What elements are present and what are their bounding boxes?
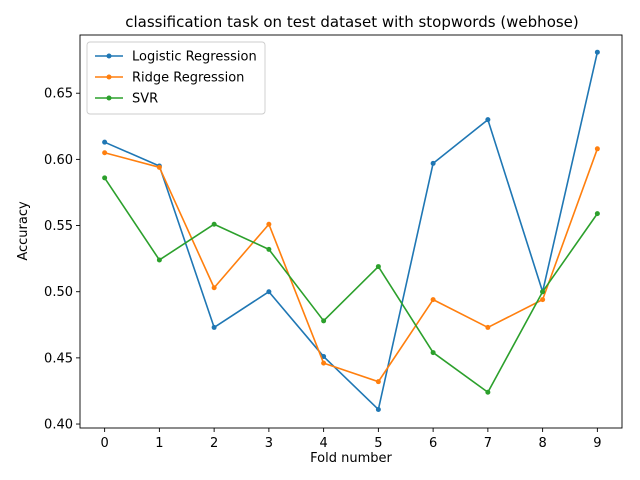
data-point xyxy=(102,150,108,156)
data-point xyxy=(375,406,381,412)
y-tick-label: 0.40 xyxy=(44,418,73,433)
legend-marker xyxy=(106,74,112,80)
x-tick-label: 0 xyxy=(100,436,108,451)
data-point xyxy=(102,175,108,181)
data-point xyxy=(321,354,327,360)
series-svr xyxy=(102,175,600,395)
x-tick-label: 1 xyxy=(155,436,163,451)
data-point xyxy=(375,264,381,270)
legend-marker xyxy=(106,95,112,101)
x-axis-ticks: 0 1 2 3 4 5 6 7 8 9 xyxy=(100,428,602,451)
series-layer xyxy=(102,49,600,412)
series-line xyxy=(104,148,599,383)
x-tick-label: 9 xyxy=(593,436,601,451)
data-point xyxy=(211,285,217,291)
data-point xyxy=(266,246,272,252)
x-tick-label: 7 xyxy=(484,436,492,451)
x-tick-label: 6 xyxy=(429,436,437,451)
series-line xyxy=(103,177,599,394)
data-point xyxy=(321,360,327,366)
series-ridge-regression xyxy=(102,146,600,385)
data-point xyxy=(375,379,381,385)
data-point xyxy=(485,117,491,123)
data-point xyxy=(485,324,491,330)
data-point xyxy=(266,289,272,295)
data-point xyxy=(594,49,600,55)
plot-frame xyxy=(79,34,623,429)
y-tick-label: 0.45 xyxy=(44,351,73,366)
data-point xyxy=(430,350,436,356)
y-axis-label: Accuracy xyxy=(16,201,31,261)
data-point xyxy=(430,160,436,166)
x-tick-label: 3 xyxy=(265,436,273,451)
x-axis-label: Fold number xyxy=(310,451,392,466)
data-point xyxy=(594,211,600,217)
data-point xyxy=(156,257,162,263)
x-tick-label: 8 xyxy=(538,436,546,451)
data-point xyxy=(485,389,491,395)
legend-marker xyxy=(106,53,112,59)
data-point xyxy=(321,318,327,324)
legend-label: Logistic Regression xyxy=(132,50,257,65)
data-point xyxy=(211,324,217,330)
y-tick-label: 0.60 xyxy=(44,153,73,168)
series-line xyxy=(104,52,599,411)
y-tick-label: 0.65 xyxy=(44,87,73,102)
y-tick-label: 0.55 xyxy=(44,219,73,234)
data-point xyxy=(430,297,436,303)
legend-label: Ridge Regression xyxy=(132,71,244,86)
data-point xyxy=(540,289,546,295)
data-point xyxy=(211,221,217,227)
x-tick-label: 4 xyxy=(319,436,327,451)
data-point xyxy=(266,221,272,227)
legend: Logistic Regression Ridge Regression SVR xyxy=(86,41,266,115)
x-tick-label: 2 xyxy=(210,436,218,451)
legend-label: SVR xyxy=(132,92,158,107)
x-tick-label: 5 xyxy=(374,436,382,451)
y-tick-label: 0.50 xyxy=(44,285,73,300)
data-point xyxy=(102,139,108,145)
data-point xyxy=(594,146,600,152)
legend-box xyxy=(86,41,266,115)
data-point xyxy=(156,164,162,170)
chart-title: classification task on test dataset with… xyxy=(125,13,579,31)
y-axis-ticks: 0.40 0.45 0.50 0.55 0.60 0.65 xyxy=(44,87,80,433)
data-point xyxy=(540,297,546,303)
